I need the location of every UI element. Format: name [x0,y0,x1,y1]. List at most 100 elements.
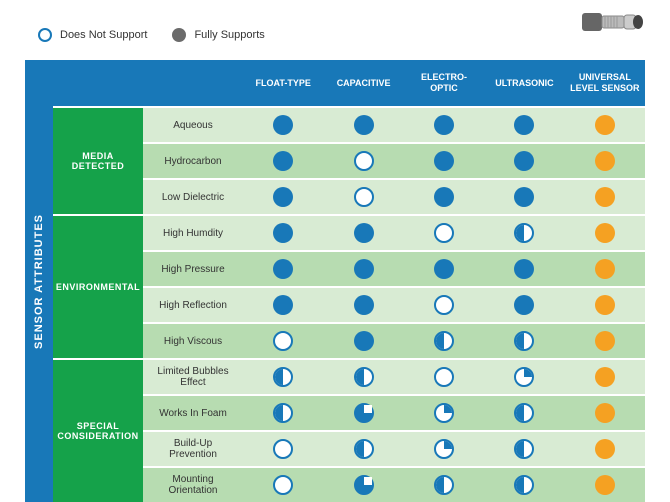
comparison-chart: SENSOR ATTRIBUTES FLOAT-TYPECAPACITIVEEL… [25,60,645,502]
indicator-icon [273,367,293,387]
indicator-icon [273,223,293,243]
indicator-icon [354,439,374,459]
indicator-icon [354,259,374,279]
cell [243,180,323,214]
indicator-icon [514,259,534,279]
row-label: High Humdity [143,216,243,250]
indicator-icon [434,115,454,135]
cell [243,144,323,178]
indicator-icon [273,115,293,135]
group: SPECIAL CONSIDERATIONLimited Bubbles Eff… [53,358,645,502]
indicator-icon [273,331,293,351]
header-row: FLOAT-TYPECAPACITIVEELECTRO-OPTICULTRASO… [53,60,645,106]
cell [565,468,645,502]
indicator-icon [514,367,534,387]
cell [404,216,484,250]
indicator-icon [434,403,454,423]
table-row: Aqueous [143,106,645,142]
cell [565,288,645,322]
chart-main: FLOAT-TYPECAPACITIVEELECTRO-OPTICULTRASO… [53,60,645,502]
sidebar-label: SENSOR ATTRIBUTES [33,214,45,349]
cell [484,432,564,466]
table-row: Low Dielectric [143,178,645,214]
indicator-icon [434,331,454,351]
indicator-icon [595,367,615,387]
legend: Does Not Support Fully Supports [38,28,265,42]
cell [404,432,484,466]
indicator-icon [354,331,374,351]
cell [323,324,403,358]
cell [243,396,323,430]
cell [323,180,403,214]
cell [404,252,484,286]
group-label: MEDIA DETECTED [53,106,143,214]
legend-open-icon [38,28,52,42]
indicator-icon [514,223,534,243]
group: MEDIA DETECTEDAqueousHydrocarbonLow Diel… [53,106,645,214]
cell [404,180,484,214]
cell [243,324,323,358]
indicator-icon [595,475,615,495]
cell [323,108,403,142]
cell [323,144,403,178]
row-label: High Pressure [143,252,243,286]
sensor-icon [580,5,650,40]
column-header: ULTRASONIC [484,60,564,106]
row-label: Limited Bubbles Effect [143,360,243,394]
cell [484,216,564,250]
indicator-icon [434,295,454,315]
indicator-icon [434,187,454,207]
row-label: High Reflection [143,288,243,322]
legend-item-full: Fully Supports [172,28,264,42]
cell [404,144,484,178]
legend-full-icon [172,28,186,42]
group: ENVIRONMENTALHigh HumdityHigh PressureHi… [53,214,645,358]
indicator-icon [514,331,534,351]
column-header: CAPACITIVE [323,60,403,106]
row-label: Hydrocarbon [143,144,243,178]
indicator-icon [595,187,615,207]
indicator-icon [273,151,293,171]
table-row: High Reflection [143,286,645,322]
indicator-icon [273,259,293,279]
indicator-icon [273,295,293,315]
cell [404,360,484,394]
cell [565,180,645,214]
cell [323,468,403,502]
cell [243,468,323,502]
cell [323,432,403,466]
indicator-icon [595,295,615,315]
cell [404,288,484,322]
indicator-icon [514,475,534,495]
indicator-icon [354,367,374,387]
cell [484,468,564,502]
cell [404,396,484,430]
cell [565,360,645,394]
cell [565,108,645,142]
table-row: Mounting Orientation [143,466,645,502]
cell [323,360,403,394]
group-body: High HumdityHigh PressureHigh Reflection… [143,214,645,358]
cell [323,216,403,250]
table-row: Works In Foam [143,394,645,430]
indicator-icon [434,439,454,459]
cell [565,396,645,430]
cell [243,360,323,394]
sidebar: SENSOR ATTRIBUTES [25,60,53,502]
table-row: High Pressure [143,250,645,286]
indicator-icon [514,151,534,171]
cell [484,324,564,358]
indicator-icon [595,259,615,279]
cell [484,360,564,394]
row-label: Build-Up Prevention [143,432,243,466]
header-spacer [53,60,243,106]
indicator-icon [595,439,615,459]
group-label: ENVIRONMENTAL [53,214,143,358]
indicator-icon [354,475,374,495]
table-row: Build-Up Prevention [143,430,645,466]
indicator-icon [434,259,454,279]
group-label: SPECIAL CONSIDERATION [53,358,143,502]
indicator-icon [273,187,293,207]
table-row: High Viscous [143,322,645,358]
cell [484,288,564,322]
